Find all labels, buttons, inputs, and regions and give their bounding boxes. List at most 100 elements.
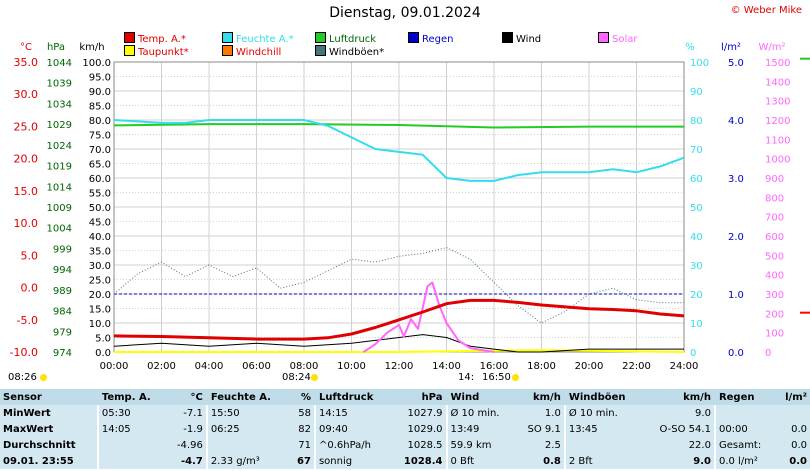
dawn-time: 08:26 [8, 372, 37, 383]
solar-tick-label: 1400 [765, 77, 790, 88]
humidity-axis-unit: % [685, 42, 695, 53]
wind-tick-label: 45.0 [89, 218, 111, 229]
legend-swatch [222, 45, 233, 56]
legend-swatch [598, 32, 609, 43]
stats-cell: -7.1 [166, 405, 206, 421]
stats-cell: MaxWert [0, 421, 97, 437]
credit-link[interactable]: © Weber Mike [730, 5, 802, 16]
wind-tick-label: 60.0 [89, 174, 111, 185]
temp-axis-unit: °C [20, 42, 32, 53]
stats-cell: 15:50 [207, 405, 290, 421]
stats-row: Durchschnitt -4.96 71 ^0.6hPa/h 1028.5 59.9 k… [0, 437, 810, 453]
legend-swatch [315, 32, 326, 43]
stats-cell: 22.0 [643, 437, 714, 453]
wind-tick-label: 35.0 [89, 247, 111, 258]
sunset-time: 16:50 [482, 372, 511, 383]
stats-row: 09.01. 23:55 -4.7 2.33 g/m³ 67 sonnig 1028.4 0… [0, 453, 810, 469]
solar-tick-label: 1000 [765, 155, 790, 166]
x-tick-label: 20:00 [575, 361, 604, 372]
stats-cell: hPa [390, 389, 446, 405]
x-tick-label: 04:00 [195, 361, 224, 372]
stats-cell: 0.0 [775, 437, 810, 453]
x-tick-label: 00:00 [100, 361, 129, 372]
x-tick-label: 06:00 [242, 361, 271, 372]
stats-cell: MinWert [0, 405, 97, 421]
pressure-tick-label: 984 [53, 307, 72, 318]
humidity-tick-label: 100 [690, 58, 709, 69]
stats-cell [98, 437, 167, 453]
pressure-tick-label: 974 [53, 348, 72, 359]
legend-item-1: Feuchte A.* [222, 32, 294, 45]
solar-tick-label: 0 [765, 348, 771, 359]
stats-cell: l/m² [775, 389, 810, 405]
pressure-tick-label: 1014 [47, 182, 72, 193]
rain-tick-label: 1.0 [728, 290, 744, 301]
stats-cell: 09.01. 23:55 [0, 453, 97, 469]
solar-tick-label: 1200 [765, 116, 790, 127]
legend-item-8: Windböen* [315, 45, 384, 58]
legend-swatch [315, 45, 326, 56]
stats-row: MaxWert 14:05 -1.9 06:25 82 09:40 1029.0 13:49 S… [0, 421, 810, 437]
solar-tick-label: 1500 [765, 58, 790, 69]
pressure-tick-label: 1034 [47, 99, 72, 110]
pressure-tick-label: 1019 [47, 162, 72, 173]
legend-swatch [222, 32, 233, 43]
legend-item-2: Luftdruck [315, 32, 376, 45]
stats-cell: 2 Bft [565, 453, 644, 469]
stats-cell: 13:45 [565, 421, 644, 437]
solar-tick-label: 500 [765, 251, 784, 262]
stats-cell: 14:05 [98, 421, 167, 437]
temp-tick-label: -10.0 [10, 346, 38, 359]
series-windboeen [113, 247, 684, 324]
legend-label: Luftdruck [329, 34, 377, 45]
x-tick-label: 10:00 [337, 361, 366, 372]
legend-item-0: Temp. A.* [124, 32, 186, 45]
wind-tick-label: 10.0 [89, 319, 111, 330]
stats-cell: 0.8 [515, 453, 564, 469]
legend-label: Taupunkt* [138, 47, 189, 58]
series-wind [113, 334, 684, 353]
wind-tick-label: 30.0 [89, 261, 111, 272]
stats-cell [565, 437, 644, 453]
pressure-tick-label: 1029 [47, 120, 72, 131]
rain-tick-label: 3.0 [728, 174, 744, 185]
legend-item-4: Wind [502, 32, 541, 45]
stats-cell: 14:15 [315, 405, 391, 421]
rain-tick-label: 4.0 [728, 116, 744, 127]
stats-cell: 09:40 [315, 421, 391, 437]
pressure-axis-unit: hPa [47, 42, 65, 53]
stats-cell: Temp. A. [98, 389, 167, 405]
stats-cell: 1.0 [515, 405, 564, 421]
pressure-tick-label: 999 [53, 244, 72, 255]
stats-row: MinWert 05:30 -7.1 15:50 58 14:15 1027.9 Ø 10 m… [0, 405, 810, 421]
pressure-tick-label: 989 [53, 286, 72, 297]
stats-cell: 2.5 [515, 437, 564, 453]
wind-tick-label: 85.0 [89, 102, 111, 113]
wind-tick-label: 70.0 [89, 145, 111, 156]
series-solar [362, 281, 495, 353]
stats-cell [98, 453, 167, 469]
pressure-tick-label: 979 [53, 327, 72, 338]
stats-cell: 58 [289, 405, 314, 421]
wind-tick-label: 50.0 [89, 203, 111, 214]
rain-axis-unit: l/m² [721, 42, 741, 53]
legend-item-3: Regen [408, 32, 454, 45]
stats-cell: -1.9 [166, 421, 206, 437]
wind-tick-label: 15.0 [89, 305, 111, 316]
wind-tick-label: 20.0 [89, 290, 111, 301]
wind-tick-label: 80.0 [89, 116, 111, 127]
stats-cell: % [289, 389, 314, 405]
wind-tick-label: 55.0 [89, 189, 111, 200]
legend-swatch [502, 32, 513, 43]
legend-swatch [124, 32, 135, 43]
temp-tick-label: 5.0 [21, 249, 39, 262]
pressure-tick-label: 1044 [47, 58, 72, 69]
rain-tick-label: 0.0 [728, 348, 744, 359]
stats-cell: 05:30 [98, 405, 167, 421]
stats-cell: 9.0 [643, 405, 714, 421]
wind-tick-label: 65.0 [89, 160, 111, 171]
legend-label: Temp. A.* [138, 34, 186, 45]
solar-tick-label: 300 [765, 290, 784, 301]
temp-tick-label: -5.0 [17, 314, 38, 327]
temp-tick-label: 25.0 [14, 120, 39, 133]
